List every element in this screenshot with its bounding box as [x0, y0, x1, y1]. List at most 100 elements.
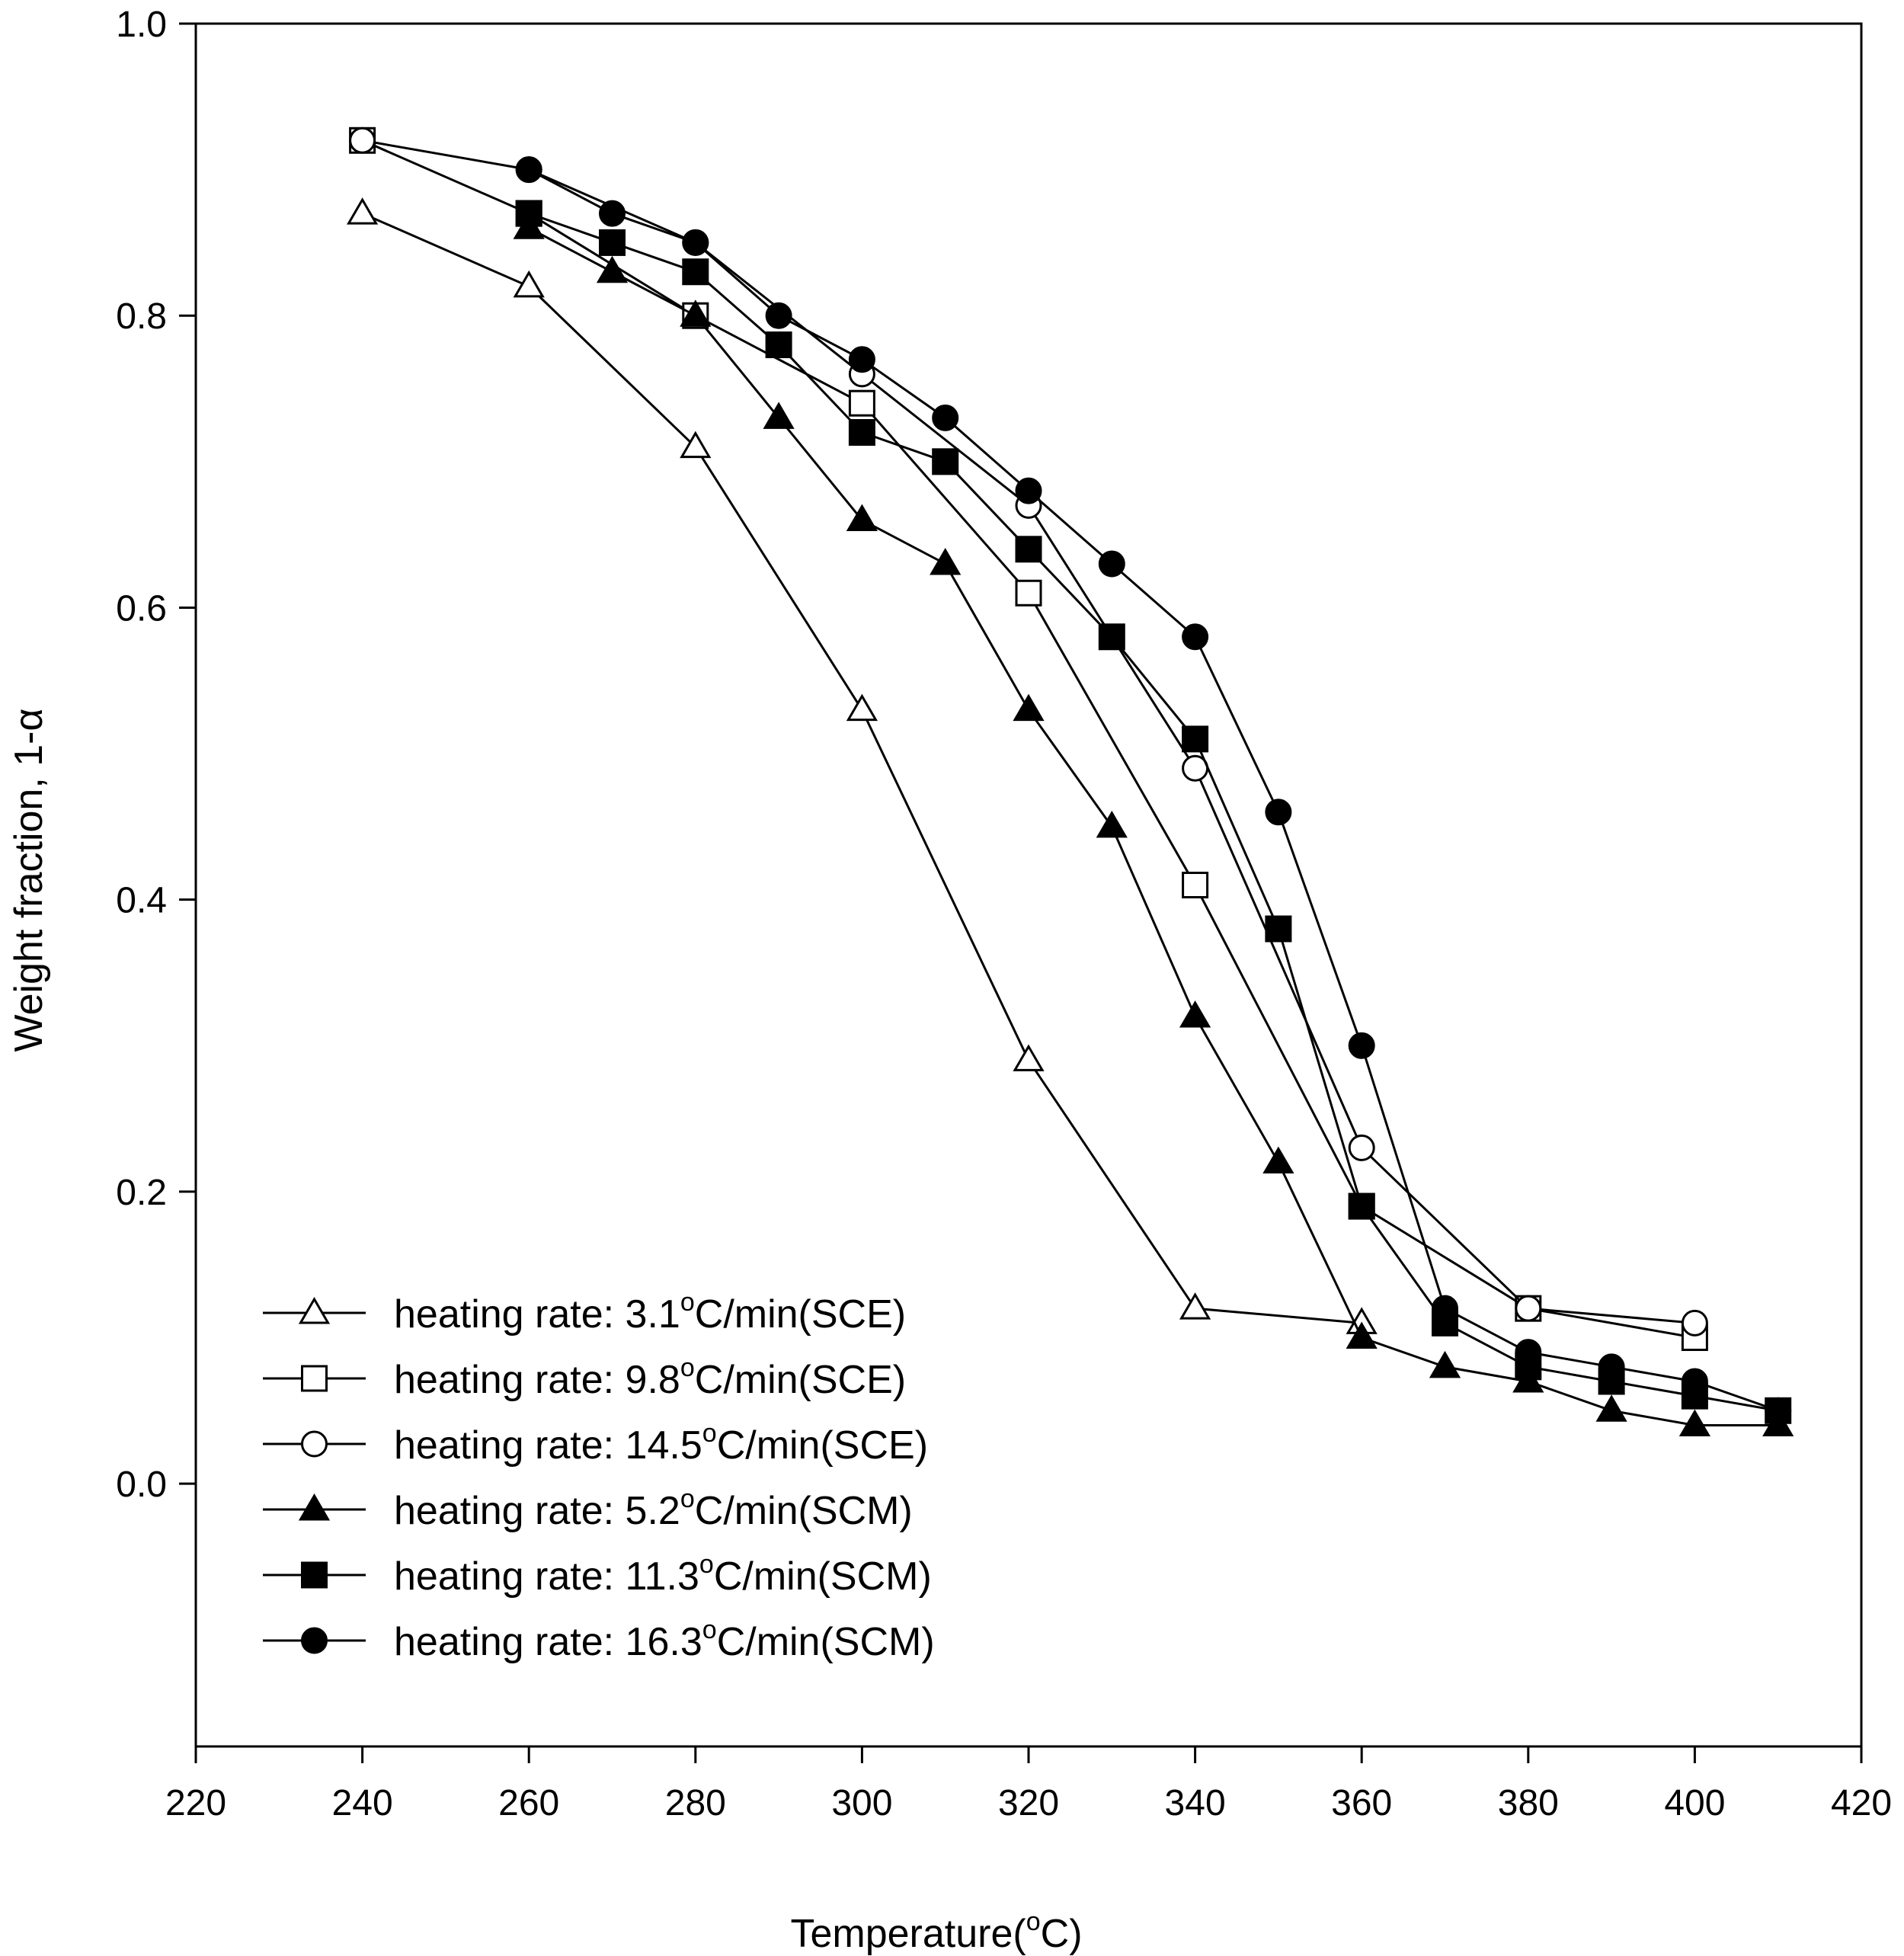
series-line: [528, 226, 1778, 1426]
data-point: [932, 448, 959, 475]
legend-item: heating rate: 9.8oC/min(SCE): [263, 1353, 906, 1402]
legend-marker: [301, 1627, 328, 1654]
data-point: [1429, 1350, 1461, 1378]
data-point: [1182, 623, 1209, 651]
x-tick-label: 400: [1664, 1783, 1725, 1823]
x-tick-label: 220: [165, 1783, 226, 1823]
data-point: [846, 693, 878, 722]
legend-label: heating rate: 14.5oC/min(SCE): [394, 1419, 928, 1468]
data-point: [1015, 477, 1042, 504]
data-point: [1179, 1000, 1211, 1028]
data-point: [1515, 1339, 1542, 1366]
y-tick-label: 0.6: [116, 588, 167, 629]
legend-label: heating rate: 11.3oC/min(SCM): [394, 1550, 932, 1599]
data-point: [1098, 623, 1125, 651]
axes-layer: 220 240 260 280 300 320 340 360 380 400 420 0.0 0.2 0…: [116, 5, 1892, 1823]
data-point: [1182, 872, 1209, 898]
data-point: [515, 156, 542, 184]
data-point: [349, 126, 376, 154]
data-point: [599, 200, 626, 227]
data-point: [1678, 1409, 1711, 1436]
data-point: [932, 404, 959, 431]
x-tick-label: 240: [332, 1783, 393, 1823]
data-point: [1432, 1295, 1458, 1322]
data-point: [765, 331, 792, 359]
data-point: [848, 419, 875, 447]
data-point: [513, 270, 545, 298]
data-point: [682, 258, 709, 286]
data-point: [680, 431, 712, 459]
data-point: [1182, 725, 1209, 753]
data-point: [1013, 1044, 1045, 1071]
legend-item: heating rate: 3.1oC/min(SCE): [263, 1288, 906, 1337]
data-point: [1681, 1309, 1708, 1337]
series-6: [515, 156, 1792, 1424]
legend-marker: [301, 1365, 328, 1392]
series-line: [528, 212, 1778, 1412]
x-tick-label: 360: [1331, 1783, 1392, 1823]
data-point: [515, 200, 542, 227]
x-tick-label: 380: [1498, 1783, 1559, 1823]
data-point: [680, 299, 712, 327]
legend-item: heating rate: 11.3oC/min(SCM): [263, 1550, 932, 1599]
plot-frame: [194, 22, 1863, 1748]
series-4: [513, 212, 1794, 1436]
data-point: [1262, 1146, 1294, 1174]
legend-marker: [301, 1561, 328, 1589]
data-point: [1015, 536, 1042, 563]
x-tick-label: 300: [831, 1783, 892, 1823]
legend-label: heating rate: 5.2oC/min(SCM): [394, 1484, 913, 1533]
x-tick-label: 340: [1165, 1783, 1226, 1823]
x-tick-label: 320: [998, 1783, 1059, 1823]
data-point: [1015, 579, 1042, 607]
legend-marker: [298, 1297, 331, 1324]
x-axis-title: Temperature(oC): [790, 1907, 1082, 1956]
y-tick-label: 0.2: [116, 1173, 167, 1213]
data-point: [1013, 693, 1045, 722]
y-tick-label: 0.4: [116, 881, 167, 921]
data-point: [1595, 1394, 1627, 1422]
data-point: [1265, 799, 1292, 826]
x-tick-label: 420: [1831, 1783, 1892, 1823]
data-point: [1098, 550, 1125, 578]
data-point: [1681, 1368, 1708, 1395]
y-tick-label: 1.0: [116, 5, 167, 45]
y-tick-label: 0.0: [116, 1465, 167, 1505]
data-point: [1096, 810, 1128, 838]
legend: heating rate: 3.1oC/min(SCE) heating rate…: [263, 1288, 935, 1664]
data-point: [1765, 1397, 1792, 1424]
legend-label: heating rate: 16.3oC/min(SCM): [394, 1615, 935, 1664]
data-point: [1515, 1295, 1542, 1322]
series-layer: [346, 126, 1794, 1436]
x-tick-label: 260: [498, 1783, 559, 1823]
series-1: [346, 197, 1378, 1334]
data-point: [1348, 1032, 1375, 1059]
legend-label: heating rate: 3.1oC/min(SCE): [394, 1288, 906, 1337]
data-point: [346, 197, 379, 225]
data-point: [846, 504, 878, 531]
legend-marker: [298, 1493, 331, 1521]
data-point: [1179, 1292, 1211, 1320]
data-point: [1598, 1353, 1625, 1381]
y-tick-label: 0.8: [116, 296, 167, 337]
y-axis-title: Weight fraction, 1-α: [7, 708, 51, 1052]
data-point: [930, 547, 962, 575]
data-point: [848, 389, 875, 417]
data-point: [682, 229, 709, 256]
legend-item: heating rate: 5.2oC/min(SCM): [263, 1484, 913, 1533]
legend-marker: [301, 1430, 328, 1458]
data-point: [1348, 1192, 1375, 1220]
data-point: [1346, 1321, 1378, 1349]
legend-item: heating rate: 14.5oC/min(SCE): [263, 1419, 928, 1468]
data-point: [765, 302, 792, 329]
x-tick-label: 280: [665, 1783, 726, 1823]
series-line: [528, 168, 1779, 1412]
data-point: [763, 402, 795, 429]
legend-item: heating rate: 16.3oC/min(SCM): [263, 1615, 935, 1664]
data-point: [848, 346, 875, 373]
data-point: [1348, 1134, 1375, 1161]
data-point: [596, 255, 629, 283]
data-point: [1265, 915, 1292, 943]
data-point: [599, 229, 626, 256]
